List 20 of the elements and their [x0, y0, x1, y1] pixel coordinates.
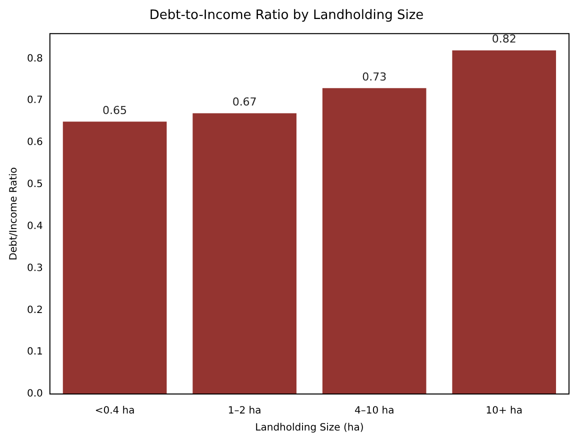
y-tick-label: 0.8: [26, 53, 43, 64]
y-tick-label: 0.2: [26, 304, 43, 316]
y-tick-label: 0.0: [26, 388, 43, 400]
y-tick-label: 0.7: [26, 95, 43, 106]
y-tick-label: 0.1: [26, 346, 43, 358]
y-tick-label: 0.5: [26, 179, 43, 190]
data-label: 0.82: [492, 32, 516, 46]
x-tick-label: 1–2 ha: [228, 406, 262, 417]
x-tick-label: <0.4 ha: [94, 406, 135, 417]
data-label: 0.67: [232, 96, 257, 109]
y-tick-label: 0.4: [26, 220, 43, 232]
chart-title: Debt-to-Income Ratio by Landholding Size: [149, 8, 424, 24]
x-tick-label: 4–10 ha: [354, 406, 394, 417]
y-tick-label: 0.3: [26, 262, 43, 274]
x-tick-label: 10+ ha: [486, 406, 522, 417]
y-axis-title: Debt/Income Ratio: [8, 167, 20, 260]
data-label: 0.65: [102, 104, 128, 117]
data-label: 0.73: [362, 70, 387, 84]
x-axis-title: Landholding Size (ha): [255, 422, 364, 434]
y-tick-label: 0.6: [26, 137, 43, 148]
